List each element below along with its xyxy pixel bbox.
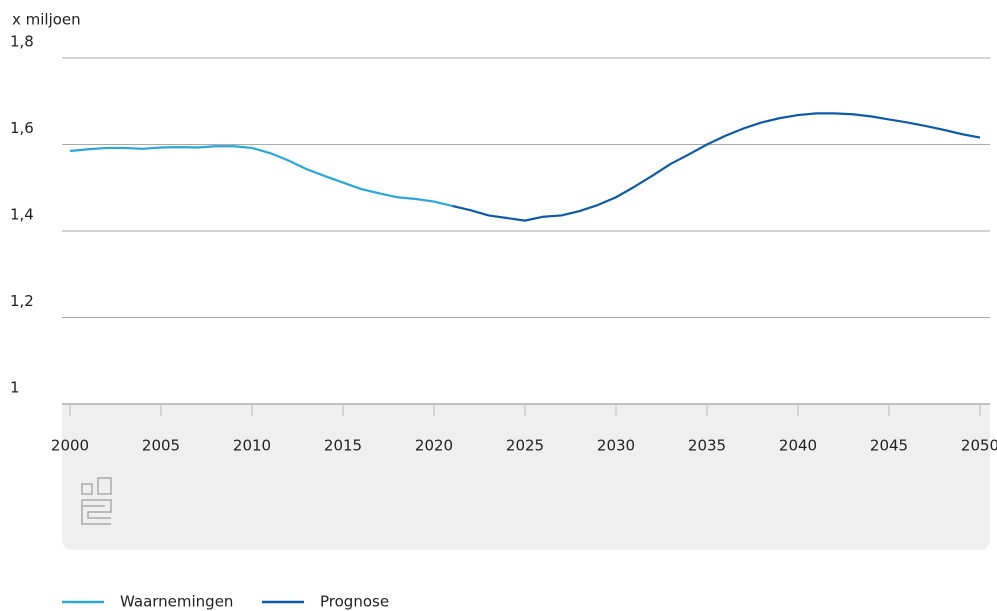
series-line <box>451 112 981 222</box>
y-axis-label: x miljoen <box>12 11 81 29</box>
y-tick-label: 1,6 <box>10 119 34 137</box>
x-tick-label: 2025 <box>506 437 544 455</box>
x-tick-label: 2045 <box>870 437 908 455</box>
y-tick-label: 1 <box>10 379 20 397</box>
axis-panel <box>62 404 990 550</box>
x-tick-label: 2010 <box>233 437 271 455</box>
legend-label: Waarnemingen <box>120 593 233 611</box>
y-tick-label: 1,2 <box>10 292 34 310</box>
x-tick-label: 2005 <box>142 437 180 455</box>
y-tick-label: 1,4 <box>10 206 34 224</box>
x-tick-label: 2000 <box>51 437 89 455</box>
x-tick-label: 2035 <box>688 437 726 455</box>
x-tick-label: 2020 <box>415 437 453 455</box>
y-tick-label: 1,8 <box>10 33 34 51</box>
x-tick-label: 2015 <box>324 437 362 455</box>
cbs-logo <box>81 477 112 525</box>
legend-label: Prognose <box>320 593 389 611</box>
x-tick-label: 2030 <box>597 437 635 455</box>
x-tick-label: 2040 <box>779 437 817 455</box>
x-tick-label: 2050 <box>961 437 997 455</box>
series-line <box>69 145 453 207</box>
